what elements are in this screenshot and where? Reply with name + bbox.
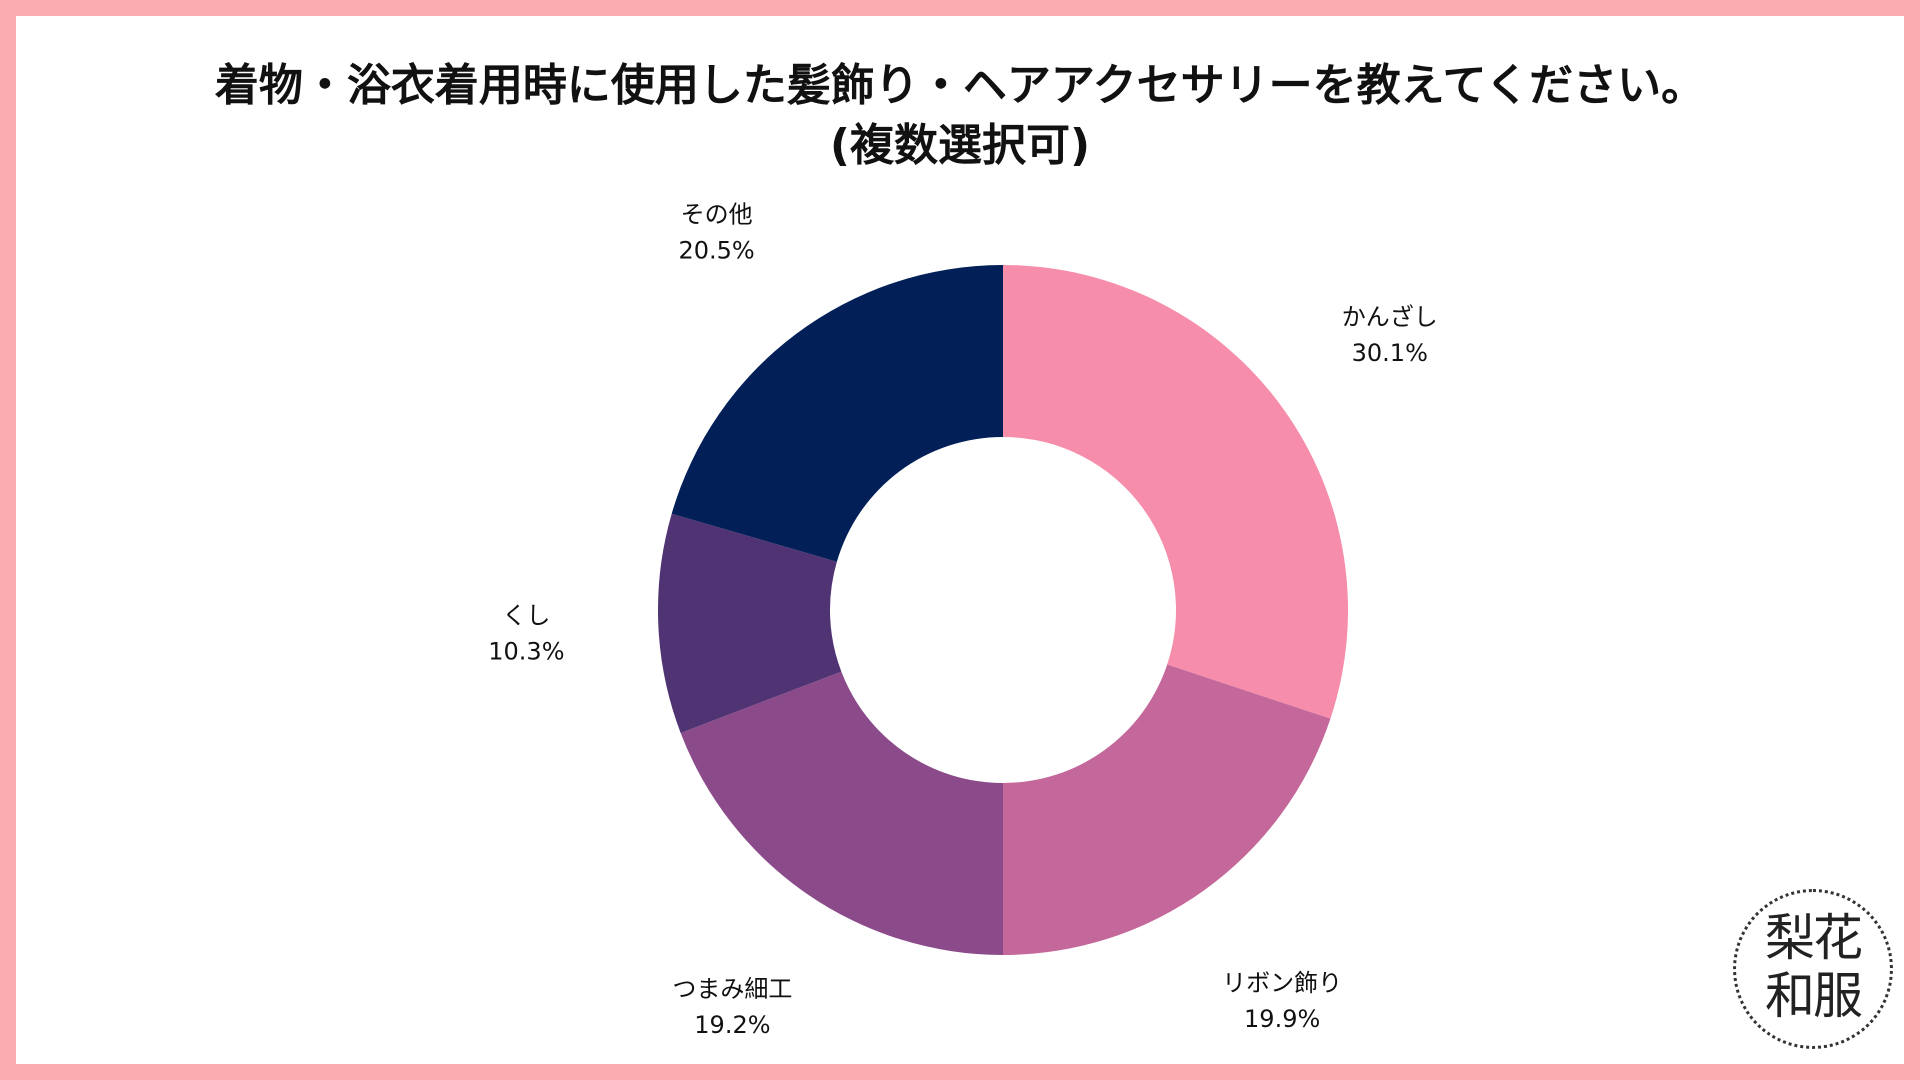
chart-title: 着物・浴衣着用時に使用した髪飾り・ヘアアクセサリーを教えてください。 (複数選択… <box>0 56 1920 176</box>
slice-3 <box>680 671 1003 955</box>
logo-line2: 和服 <box>1765 967 1863 1025</box>
chart-title-line2: (複数選択可) <box>829 120 1091 171</box>
logo-ring <box>1733 889 1893 1049</box>
slice-2 <box>1003 664 1331 955</box>
slice-value-label: 10.3% <box>488 637 564 665</box>
slice-4 <box>657 513 842 733</box>
slice-category-label: その他 <box>681 201 753 229</box>
logo-line1: 梨花 <box>1765 909 1863 967</box>
slice-category-label: つまみ細工 <box>672 975 792 1003</box>
donut-slices <box>657 265 1348 955</box>
slice-value-label: 19.9% <box>1244 1005 1320 1033</box>
slice-value-label: 30.1% <box>1352 339 1428 367</box>
logo-text: 梨花 和服 <box>1757 909 1869 1025</box>
slice-value-label: 20.5% <box>678 237 754 265</box>
chart-title-line1: 着物・浴衣着用時に使用した髪飾り・ヘアアクセサリーを教えてください。 <box>214 60 1706 111</box>
slice-1 <box>1003 265 1348 719</box>
brand-logo: 梨花 和服 <box>1733 889 1893 1049</box>
slice-value-label: 19.2% <box>694 1011 770 1039</box>
slice-labels: かんざし 30.1% リボン飾り 19.9% つまみ細工 19.2% くし 10.3% その他 2… <box>488 201 1438 1039</box>
slice-5 <box>671 265 1003 562</box>
slice-category-label: くし <box>502 601 550 629</box>
slice-category-label: かんざし <box>1342 303 1438 331</box>
slice-category-label: リボン飾り <box>1222 969 1342 997</box>
